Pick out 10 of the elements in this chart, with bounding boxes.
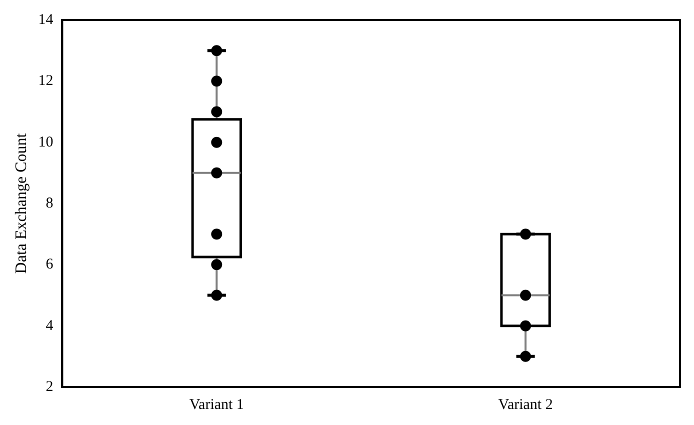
y-tick-label: 6 [46,256,54,273]
y-tick-label: 8 [46,195,54,212]
y-tick-label: 2 [46,378,54,395]
y-axis-title: Data Exchange Count [12,132,30,274]
y-tick-label: 4 [46,318,54,334]
x-tick-label: Variant 2 [498,396,553,413]
y-tick-label: 14 [38,12,54,28]
x-tick-label: Variant 1 [189,396,244,413]
y-tick-label: 10 [38,134,54,150]
y-tick-label: 12 [38,73,54,90]
